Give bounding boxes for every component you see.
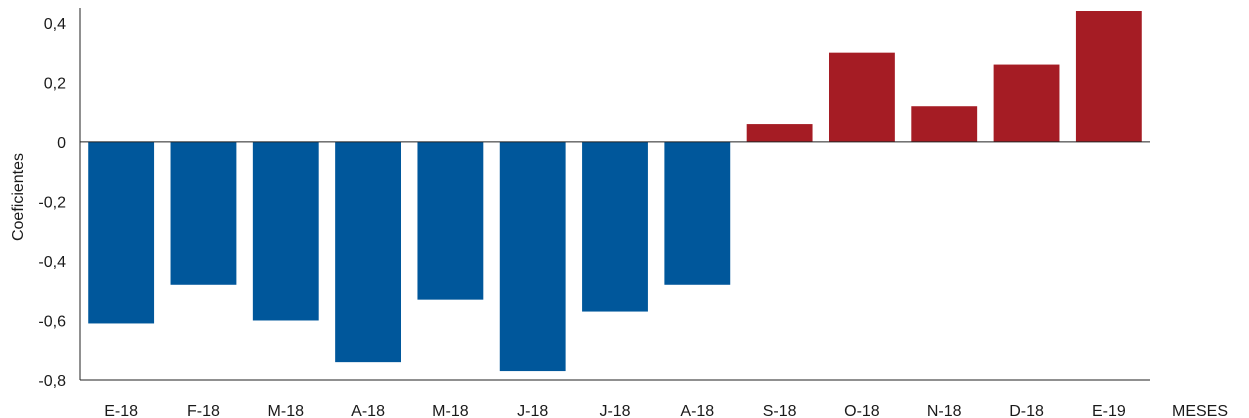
x-tick-label: S-18 <box>763 403 797 418</box>
y-tick-label: 0,2 <box>44 75 66 92</box>
bar-3 <box>335 141 401 363</box>
bar-8 <box>746 124 813 142</box>
y-tick-label: -0,4 <box>38 254 66 271</box>
x-tick-label: J-18 <box>517 403 548 418</box>
bar-7 <box>664 141 731 285</box>
bar-5 <box>499 141 566 372</box>
x-tick-label: N-18 <box>927 403 962 418</box>
x-tick-label: M-18 <box>268 403 305 418</box>
x-axis-title: MESES <box>1172 403 1228 418</box>
x-tick-label: J-18 <box>599 403 630 418</box>
bar-4 <box>417 141 484 300</box>
y-tick-label: -0,6 <box>38 313 66 330</box>
bar-10 <box>911 106 978 142</box>
bars <box>88 11 1142 372</box>
y-tick-label: 0 <box>57 135 66 152</box>
x-tick-label: A-18 <box>351 403 385 418</box>
bar-2 <box>252 141 319 321</box>
y-axis-title: Coeficientes <box>10 153 27 241</box>
x-tick-label: E-18 <box>104 403 138 418</box>
bar-11 <box>993 64 1060 142</box>
bar-0 <box>88 141 155 324</box>
bar-6 <box>582 141 648 312</box>
x-axis: E-18 F-18 M-18 A-18 M-18 J-18 J-18 A-18 S-18 O-18… <box>80 141 1150 418</box>
x-tick-label: M-18 <box>432 403 469 418</box>
bar-1 <box>170 141 237 285</box>
x-tick-label: A-18 <box>680 403 714 418</box>
x-tick-label: D-18 <box>1009 403 1044 418</box>
y-tick-label: -0,8 <box>38 373 66 390</box>
x-tick-label: F-18 <box>187 403 220 418</box>
x-tick-label: E-19 <box>1092 403 1126 418</box>
y-axis: 0,4 0,2 0 -0,2 -0,4 -0,6 -0,8 <box>38 8 81 390</box>
bar-12 <box>1075 11 1142 142</box>
bar-9 <box>829 52 895 142</box>
x-tick-label: O-18 <box>844 403 880 418</box>
y-tick-label: 0,4 <box>44 16 66 33</box>
y-tick-label: -0,2 <box>38 194 66 211</box>
